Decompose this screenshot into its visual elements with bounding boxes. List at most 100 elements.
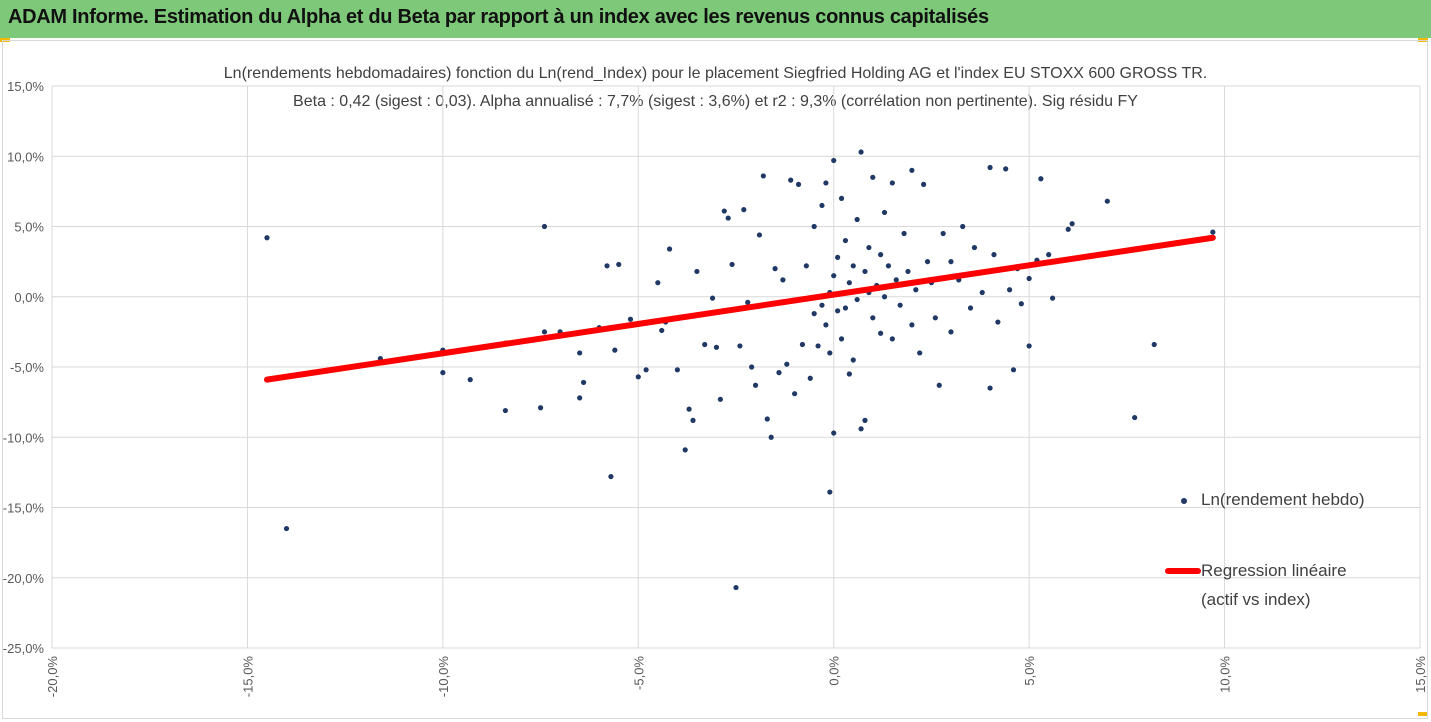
- data-point: [756, 232, 763, 238]
- data-point: [467, 377, 473, 383]
- data-point: [655, 280, 661, 286]
- chart-title: Ln(rendements hebdomadaires) fonction du…: [223, 65, 1208, 82]
- data-point: [909, 322, 915, 328]
- data-point: [440, 370, 446, 376]
- data-point: [792, 391, 798, 397]
- legend-scatter-marker: [1181, 498, 1187, 504]
- data-point: [537, 405, 544, 411]
- data-point: [881, 294, 888, 300]
- data-point: [807, 375, 813, 381]
- y-tick-label: -15,0%: [3, 501, 45, 516]
- data-point: [741, 207, 747, 213]
- data-point: [858, 426, 864, 432]
- data-point: [850, 263, 856, 269]
- data-point: [745, 299, 751, 305]
- data-point: [846, 280, 852, 286]
- data-point: [917, 350, 923, 356]
- data-point: [913, 287, 919, 293]
- data-point: [854, 216, 860, 223]
- data-point: [835, 308, 841, 314]
- data-point: [1065, 226, 1071, 232]
- data-point: [1069, 221, 1075, 227]
- data-point: [1132, 414, 1138, 421]
- data-point: [1003, 166, 1009, 172]
- data-point: [831, 157, 837, 164]
- x-tick-label: -5,0%: [631, 656, 646, 690]
- data-point: [1038, 176, 1044, 182]
- data-point: [541, 329, 548, 335]
- data-point: [612, 347, 618, 353]
- data-point: [932, 315, 938, 321]
- data-point: [577, 350, 583, 356]
- data-point: [768, 434, 774, 440]
- data-point: [725, 215, 731, 221]
- data-point: [717, 396, 723, 402]
- data-point: [635, 374, 641, 380]
- data-point: [815, 343, 821, 349]
- data-point: [737, 343, 743, 349]
- data-point: [666, 246, 673, 252]
- data-point: [502, 407, 508, 414]
- data-point: [936, 382, 942, 388]
- data-point: [979, 289, 985, 296]
- data-point: [831, 273, 837, 279]
- data-point: [713, 344, 720, 350]
- data-point: [1026, 275, 1032, 282]
- data-point: [909, 167, 915, 173]
- data-point: [846, 371, 852, 377]
- data-point: [866, 244, 872, 251]
- data-point: [780, 277, 786, 283]
- data-point: [764, 416, 770, 422]
- data-point: [721, 208, 727, 214]
- data-point: [842, 237, 849, 244]
- data-point: [885, 263, 892, 269]
- data-point: [682, 447, 688, 453]
- regression-line: [263, 234, 1216, 383]
- data-point: [940, 230, 946, 237]
- data-point: [283, 525, 290, 532]
- x-tick-label: -10,0%: [436, 656, 451, 698]
- x-tick-label: 0,0%: [827, 656, 842, 686]
- data-point: [760, 173, 766, 179]
- data-point: [694, 268, 700, 275]
- data-point: [749, 364, 755, 370]
- y-tick-label: 15,0%: [7, 79, 44, 94]
- data-point: [1210, 229, 1216, 235]
- data-point: [889, 180, 895, 186]
- report-banner: ADAM Informe. Estimation du Alpha et du …: [0, 0, 1431, 38]
- data-point: [893, 277, 899, 283]
- data-point: [1018, 301, 1024, 307]
- data-point: [674, 367, 680, 373]
- data-point: [835, 254, 841, 261]
- data-point: [881, 209, 888, 216]
- y-tick-label: -20,0%: [3, 571, 45, 586]
- data-point: [541, 223, 548, 230]
- data-point: [819, 302, 825, 308]
- data-point: [1049, 295, 1056, 301]
- data-point: [577, 395, 583, 401]
- data-point: [827, 350, 833, 356]
- data-point: [819, 202, 825, 209]
- data-point: [995, 319, 1001, 325]
- data-point: [795, 181, 802, 187]
- data-point: [924, 259, 931, 265]
- x-tick-label: -20,0%: [45, 656, 60, 698]
- data-point: [776, 370, 782, 376]
- data-point: [580, 379, 587, 386]
- data-point: [862, 417, 868, 423]
- data-point: [811, 311, 817, 317]
- data-point: [921, 181, 927, 187]
- data-point: [870, 174, 876, 180]
- data-point: [838, 195, 845, 201]
- data-point: [1046, 252, 1052, 258]
- y-tick-label: 0,0%: [14, 290, 44, 305]
- data-point: [604, 263, 610, 269]
- data-point: [901, 230, 907, 237]
- data-point: [878, 252, 884, 258]
- data-point: [850, 357, 856, 363]
- data-point: [772, 266, 778, 272]
- data-point: [643, 367, 649, 373]
- data-point: [948, 259, 954, 265]
- data-point: [827, 489, 833, 495]
